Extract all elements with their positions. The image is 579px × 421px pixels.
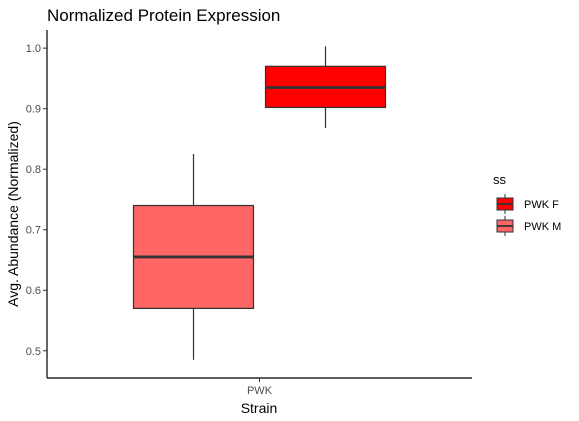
- boxplot-pwk-m: [132, 154, 255, 360]
- legend-item-pwk-m: PWK M: [496, 216, 561, 236]
- legend-title: ss: [493, 172, 507, 187]
- y-tick-label: 0.7: [26, 225, 41, 237]
- x-tick-label: PWK: [247, 385, 273, 397]
- y-tick-label: 0.6: [26, 285, 41, 297]
- y-tick-label: 0.9: [26, 104, 41, 116]
- legend-item-pwk-f: PWK F: [496, 194, 559, 214]
- y-axis-title: Avg. Abundance (Normalized): [5, 121, 21, 307]
- y-axis: 0.5 0.6 0.7 0.8 0.9 1.0: [26, 30, 48, 378]
- y-tick-label: 1.0: [26, 43, 41, 55]
- chart-title: Normalized Protein Expression: [47, 6, 280, 25]
- x-axis-title: Strain: [241, 400, 278, 416]
- x-axis: PWK: [47, 377, 472, 397]
- y-tick-label: 0.8: [26, 164, 41, 176]
- legend-label: PWK F: [524, 199, 559, 211]
- plot-area: [132, 46, 387, 360]
- legend: ss PWK F PWK M: [493, 172, 561, 236]
- legend-label: PWK M: [524, 221, 561, 233]
- y-tick-label: 0.5: [26, 346, 41, 358]
- boxplot-pwk-f: [264, 46, 387, 129]
